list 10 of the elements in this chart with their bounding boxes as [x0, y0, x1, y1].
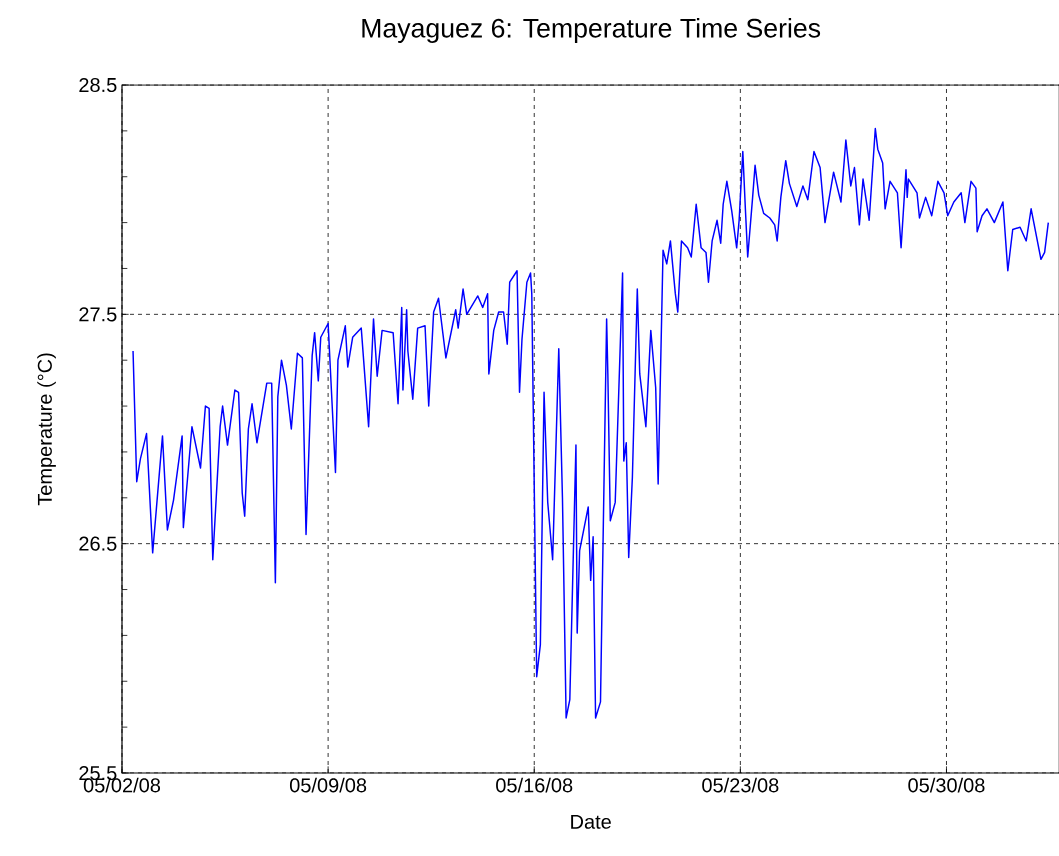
y-tick-label: 26.5 — [79, 536, 117, 551]
x-tick-label: 05/23/08 — [702, 777, 779, 793]
x-tick-label: 05/30/08 — [908, 777, 985, 793]
x-axis-title: Date — [571, 814, 611, 829]
y-axis-title: Temperature (°C) — [37, 353, 56, 506]
y-tick-label: 28.5 — [79, 77, 117, 93]
y-tick-label: 27.5 — [79, 307, 117, 322]
x-tick-label: 05/09/08 — [289, 777, 367, 793]
chart-title: Mayaguez 6: Temperature Time Series — [362, 18, 821, 43]
x-tick-label: 05/16/08 — [496, 777, 573, 793]
